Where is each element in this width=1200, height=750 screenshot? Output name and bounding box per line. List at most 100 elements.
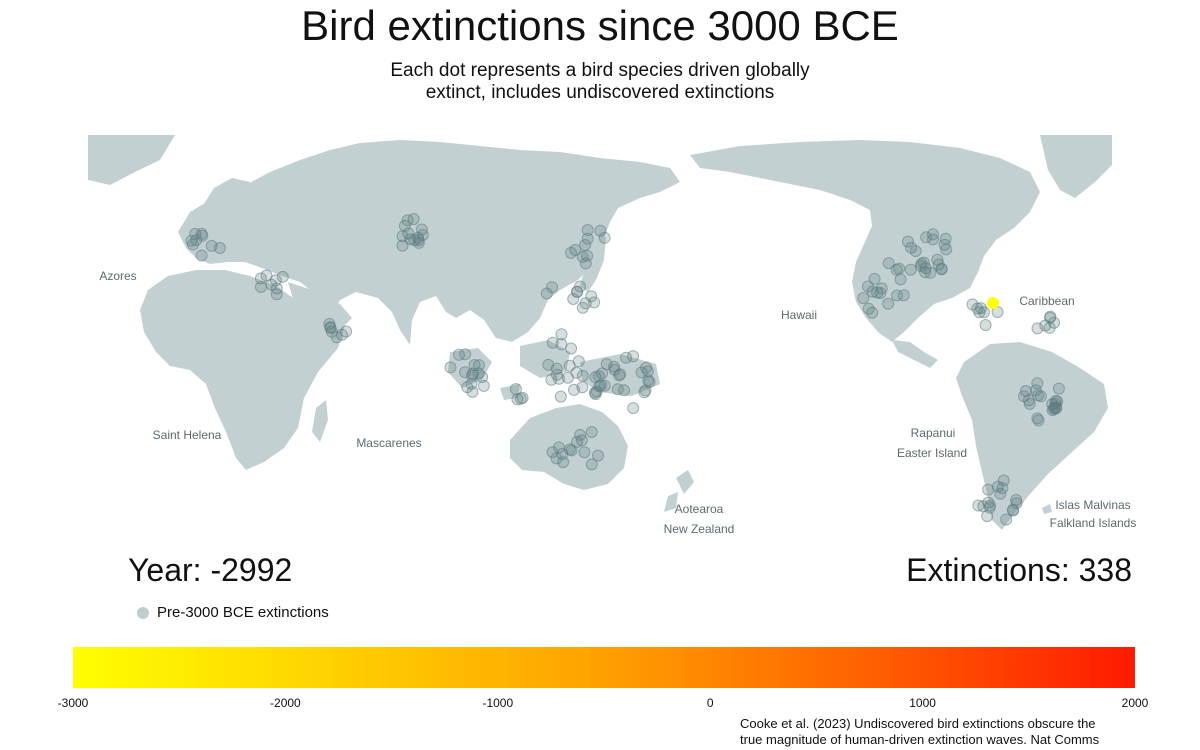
label-islas-malvinas: Islas Malvinas xyxy=(1055,498,1130,512)
extinction-dot xyxy=(396,239,409,252)
extinction-dot xyxy=(585,290,598,303)
extinction-dot xyxy=(552,372,565,385)
label-mascarenes: Mascarenes xyxy=(356,436,421,450)
extinction-dot xyxy=(1010,497,1023,510)
label-falkland-islands: Falkland Islands xyxy=(1050,516,1137,530)
extinction-dot xyxy=(555,328,568,341)
color-scale-tick: -2000 xyxy=(270,696,301,710)
extinction-dot xyxy=(195,249,208,262)
extinction-dot xyxy=(588,386,601,399)
extinction-dot xyxy=(571,285,583,298)
extinction-dot xyxy=(260,269,273,282)
extinction-dot xyxy=(857,292,870,305)
extinction-dot xyxy=(905,241,918,254)
extinction-dot xyxy=(412,234,425,247)
extinction-dot xyxy=(269,274,282,287)
extinction-dot xyxy=(919,266,931,279)
extinction-dot xyxy=(902,235,914,248)
color-scale-tick: -1000 xyxy=(482,696,514,710)
extinction-dot xyxy=(589,371,602,384)
extinction-dot xyxy=(1032,389,1045,402)
extinction-dot xyxy=(620,351,633,364)
extinction-dot xyxy=(569,244,582,256)
extinction-dot xyxy=(254,281,267,293)
extinction-dot xyxy=(594,224,607,237)
legend-label: Pre-3000 BCE extinctions xyxy=(157,604,329,621)
extinction-dot xyxy=(1000,513,1013,526)
extinction-count: Extinctions: 338 xyxy=(906,552,1132,588)
source-line-2: true magnitude of human-driven extinctio… xyxy=(740,732,1100,747)
extinction-dot xyxy=(567,293,580,305)
extinction-dot xyxy=(938,238,951,251)
extinction-dot xyxy=(882,297,895,310)
subtitle-line-1: Each dot represents a bird species drive… xyxy=(390,60,810,81)
extinction-dot xyxy=(1050,402,1063,415)
extinction-dot xyxy=(871,286,884,299)
place-labels: Azores Saint Helena Mascarenes Hawaii Ca… xyxy=(99,269,1136,536)
new-zealand-land xyxy=(664,470,694,512)
extinction-dot xyxy=(213,242,226,254)
extinction-dot xyxy=(581,232,594,245)
extinction-dot xyxy=(576,369,589,382)
extinction-dot xyxy=(1023,397,1036,410)
australia xyxy=(510,404,628,490)
extinction-dot xyxy=(563,359,576,372)
extinction-dot xyxy=(866,306,879,319)
subtitle-line-2: extinct, includes undiscovered extinctio… xyxy=(425,82,775,103)
extinction-dot xyxy=(561,371,574,384)
japan xyxy=(580,228,606,292)
extinction-dot xyxy=(585,426,598,438)
land-masses xyxy=(88,135,1112,530)
extinction-dot xyxy=(627,350,640,363)
label-aotearoa: Aotearoa xyxy=(675,502,724,516)
madagascar xyxy=(312,400,328,442)
extinction-dot xyxy=(576,301,589,314)
extinction-dot xyxy=(554,390,567,403)
color-scale-bar xyxy=(73,647,1135,688)
extinction-dot xyxy=(563,443,576,456)
extinction-dot xyxy=(408,234,421,246)
color-scale-tick: 1000 xyxy=(909,696,936,710)
extinction-dot xyxy=(415,223,428,236)
label-new-zealand: New Zealand xyxy=(664,522,735,536)
label-azores: Azores xyxy=(99,269,136,283)
extinction-dot xyxy=(868,272,881,285)
extinction-dot xyxy=(581,224,594,236)
extinction-dot xyxy=(514,392,527,405)
extinction-dot xyxy=(614,368,627,381)
africa xyxy=(140,270,346,470)
extinction-dot xyxy=(465,377,478,390)
greenland-right xyxy=(1040,135,1112,198)
extinction-dot xyxy=(555,338,568,351)
extinction-dot xyxy=(476,371,489,384)
extinction-dot xyxy=(571,435,583,448)
label-saint-helena: Saint Helena xyxy=(153,428,222,442)
extinction-dot xyxy=(468,359,481,371)
extinction-dot xyxy=(576,250,589,263)
extinction-dot xyxy=(866,285,879,298)
extinction-dot xyxy=(991,480,1004,493)
source-citation: Cooke et al. (2023) Undiscovered bird ex… xyxy=(740,716,1164,748)
extinction-dot xyxy=(576,381,589,394)
central-america xyxy=(892,340,938,368)
extinction-dot xyxy=(340,325,353,338)
extinction-dot xyxy=(994,487,1007,500)
north-america xyxy=(690,140,1040,342)
extinction-dot xyxy=(974,302,987,315)
scandinavia xyxy=(200,178,250,210)
extinction-dot xyxy=(635,366,648,379)
extinction-dot xyxy=(598,379,611,392)
extinction-dot xyxy=(897,289,910,302)
extinction-dot xyxy=(890,263,903,276)
extinction-dot xyxy=(578,446,591,459)
extinction-dot xyxy=(546,281,559,294)
extinction-dot xyxy=(330,331,343,344)
extinction-dot xyxy=(618,384,631,397)
color-scale-tick: 2000 xyxy=(1121,696,1149,710)
color-scale-tick: -3000 xyxy=(57,696,89,710)
label-easter-island: Easter Island xyxy=(897,446,967,460)
extinction-dot xyxy=(324,321,337,334)
extinction-dot xyxy=(195,227,208,240)
extinction-dot xyxy=(640,361,653,374)
